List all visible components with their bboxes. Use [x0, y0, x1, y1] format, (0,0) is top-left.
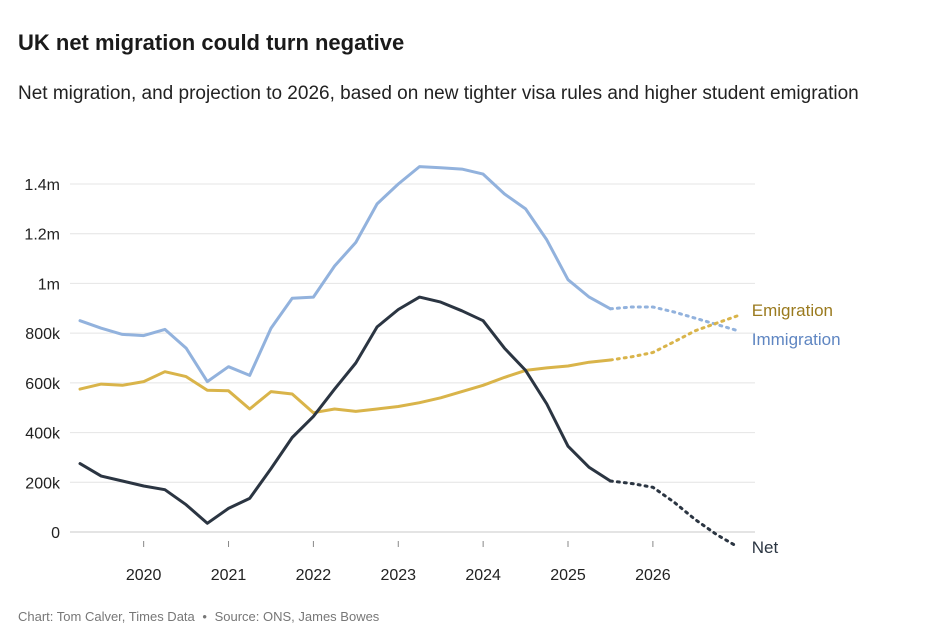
gridlines: [70, 183, 755, 533]
y-tick-label: 1m: [38, 276, 60, 293]
x-tick-label: 2020: [126, 567, 162, 584]
x-tick-label: 2023: [380, 567, 416, 584]
axes: 0 200k 400k 600k 800k 1m 1.2m 1.4m 2020 2021 2022 2…: [24, 177, 670, 584]
emigration-series-label: Emigration: [752, 301, 833, 320]
line-chart: 0 200k 400k 600k 800k 1m 1.2m 1.4m 2020 2021 2022 2…: [24, 165, 841, 584]
chart-source: Source: ONS, James Bowes: [214, 609, 380, 624]
chart-subtitle: Net migration, and projection to 2026, b…: [18, 83, 859, 104]
net-line: [78, 295, 612, 525]
y-tick-label: 800k: [25, 326, 61, 343]
y-tick-label: 400k: [25, 426, 61, 443]
emigration-projection-line: [608, 314, 740, 362]
net-projection-line: [608, 479, 740, 549]
series-lines: [78, 165, 740, 549]
y-tick-label: 0: [51, 525, 60, 542]
x-tick-label: 2021: [211, 567, 247, 584]
net-series-label: Net: [752, 538, 779, 557]
x-tick-label: 2024: [465, 567, 501, 584]
emigration-line: [78, 358, 612, 415]
x-tick-label: 2026: [635, 567, 671, 584]
chart-footer: Chart: Tom Calver, Times Data • Source: …: [18, 609, 379, 624]
y-tick-label: 600k: [25, 376, 61, 393]
x-tick-label: 2022: [296, 567, 332, 584]
immigration-line: [78, 165, 612, 384]
chart-credit: Chart: Tom Calver, Times Data: [18, 609, 195, 624]
footer-separator: •: [202, 609, 207, 624]
y-tick-label: 1.4m: [24, 177, 60, 194]
immigration-series-label: Immigration: [752, 330, 841, 349]
y-tick-label: 1.2m: [24, 227, 60, 244]
x-tick-label: 2025: [550, 567, 586, 584]
y-tick-label: 200k: [25, 475, 61, 492]
immigration-projection-line: [608, 305, 740, 333]
series-labels: Immigration Emigration Net: [752, 301, 841, 557]
chart-title: UK net migration could turn negative: [18, 30, 405, 55]
